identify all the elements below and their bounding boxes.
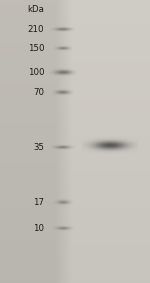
Text: 210: 210 [28,25,44,34]
Text: 35: 35 [33,143,44,152]
Text: 17: 17 [33,198,44,207]
Text: 150: 150 [28,44,44,53]
Text: 100: 100 [28,68,44,77]
Text: 70: 70 [33,88,44,97]
Text: kDa: kDa [27,5,44,14]
Text: 10: 10 [33,224,44,233]
